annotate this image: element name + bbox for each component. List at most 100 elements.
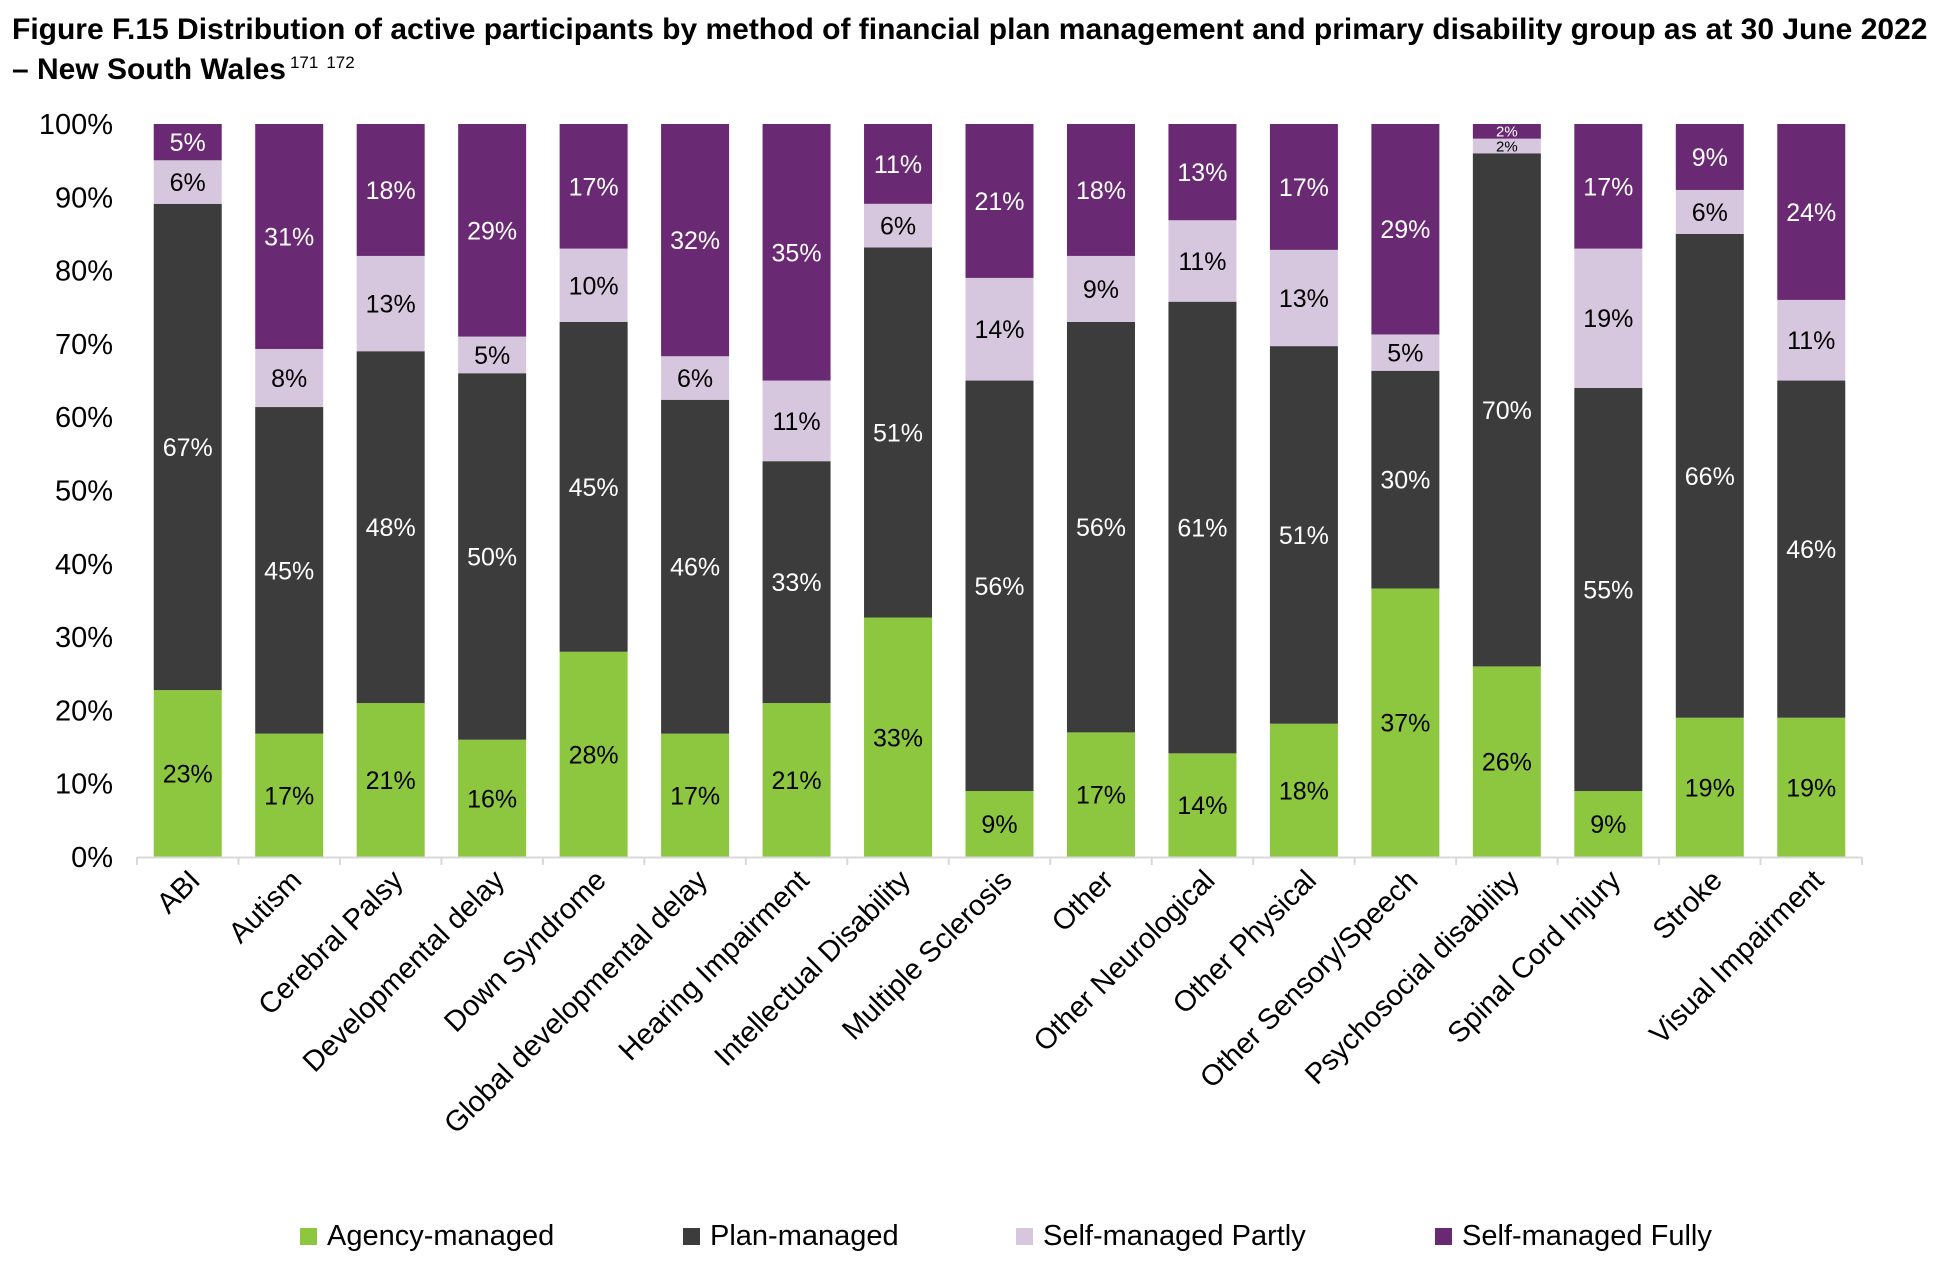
- y-tick-label: 0%: [71, 842, 113, 874]
- bar-segment-plan-managed: [661, 399, 730, 734]
- data-label-self-managed-partly: 8%: [271, 365, 307, 393]
- bar-segment-self-managed-fully: [356, 124, 425, 256]
- bar-segment-plan-managed: [965, 380, 1034, 792]
- data-label-self-managed-partly: 6%: [170, 169, 206, 197]
- bar-segment-plan-managed: [559, 321, 628, 652]
- y-tick-label: 10%: [55, 769, 113, 801]
- x-tick-label: Spinal Cord Injury: [1442, 864, 1628, 1050]
- bar-segment-self-managed-fully: [1371, 124, 1440, 335]
- bar-segment-plan-managed: [1066, 321, 1135, 733]
- data-label-plan-managed: 51%: [1279, 522, 1329, 550]
- data-label-self-managed-partly: 14%: [974, 316, 1024, 344]
- bar-segment-self-managed-fully: [1066, 124, 1135, 256]
- bar-segment-agency-managed: [153, 690, 222, 857]
- footnote-ref-1[interactable]: 171: [289, 53, 319, 72]
- x-tick-label: Stroke: [1647, 864, 1729, 946]
- data-label-self-managed-fully: 9%: [1692, 144, 1728, 172]
- bar-segment-self-managed-fully: [559, 124, 628, 249]
- bar-segment-self-managed-fully: [153, 124, 222, 161]
- data-label-agency-managed: 19%: [1685, 774, 1735, 802]
- x-tick-label: Hearing Impairment: [613, 864, 816, 1067]
- data-label-plan-managed: 55%: [1583, 576, 1633, 604]
- bar-segment-self-managed-partly: [762, 380, 831, 462]
- y-tick-label: 40%: [55, 549, 113, 581]
- bar-segment-plan-managed: [762, 461, 831, 704]
- data-label-agency-managed: 17%: [264, 782, 314, 810]
- bar-segment-self-managed-fully: [1777, 124, 1846, 300]
- data-label-agency-managed: 26%: [1482, 749, 1532, 777]
- x-tick-label: ABI: [151, 864, 207, 920]
- data-label-agency-managed: 21%: [772, 767, 822, 795]
- bar-segment-plan-managed: [356, 351, 425, 704]
- data-label-plan-managed: 45%: [264, 557, 314, 585]
- data-label-plan-managed: 50%: [467, 543, 517, 571]
- footnote-ref-2[interactable]: 172: [326, 53, 355, 72]
- bar-segment-plan-managed: [1371, 370, 1440, 589]
- bar-segment-self-managed-partly: [458, 336, 527, 374]
- bar-segment-self-managed-fully: [661, 124, 730, 357]
- bar-segment-plan-managed: [1168, 301, 1237, 754]
- x-tick-label: Developmental delay: [297, 864, 511, 1078]
- data-label-self-managed-partly: 10%: [569, 272, 619, 300]
- data-label-agency-managed: 14%: [1177, 792, 1227, 820]
- legend-label-self-managed-fully: Self-managed Fully: [1462, 1219, 1712, 1252]
- data-label-plan-managed: 46%: [670, 554, 720, 582]
- data-label-self-managed-fully: 17%: [1583, 173, 1633, 201]
- data-label-self-managed-fully: 17%: [1279, 174, 1329, 202]
- bar-segment-agency-managed: [762, 703, 831, 857]
- data-label-self-managed-fully: 18%: [366, 177, 416, 205]
- data-label-self-managed-partly: 6%: [1692, 199, 1728, 227]
- data-label-self-managed-fully: 35%: [772, 239, 822, 267]
- legend-swatch-self-managed-partly: [1016, 1227, 1033, 1245]
- bar-segment-self-managed-fully: [1675, 124, 1744, 190]
- data-label-self-managed-partly: 19%: [1583, 305, 1633, 333]
- data-label-agency-managed: 9%: [981, 811, 1017, 839]
- y-tick-label: 50%: [55, 476, 113, 508]
- y-tick-label: 20%: [55, 695, 113, 727]
- bar-segment-agency-managed: [458, 739, 527, 857]
- bar-segment-self-managed-partly: [356, 255, 425, 352]
- bar-segment-self-managed-fully: [864, 124, 933, 204]
- data-label-agency-managed: 9%: [1590, 811, 1626, 839]
- data-label-self-managed-partly: 13%: [1279, 285, 1329, 313]
- data-label-self-managed-partly: 11%: [1787, 327, 1835, 355]
- stacked-bar-chart: 0% 10% 20% 30% 40% 50% 60% 70% 80% 90% 100% 23% 67% 6…: [39, 109, 1863, 1140]
- bar-segment-self-managed-fully: [965, 124, 1034, 278]
- data-label-agency-managed: 16%: [467, 785, 517, 813]
- bar-segment-agency-managed: [1168, 753, 1237, 857]
- data-label-plan-managed: 51%: [873, 419, 923, 447]
- bar-segment-agency-managed: [1371, 588, 1440, 857]
- legend-item-plan-managed: Plan-managed: [683, 1216, 899, 1256]
- data-label-self-managed-partly: 13%: [366, 291, 416, 319]
- data-label-self-managed-partly: 5%: [1387, 340, 1423, 368]
- bar-segment-self-managed-fully: [1168, 124, 1237, 221]
- data-label-plan-managed: 46%: [1786, 536, 1836, 564]
- y-tick-label: 100%: [39, 109, 113, 141]
- legend-swatch-agency-managed: [300, 1227, 317, 1245]
- data-label-self-managed-partly: 6%: [880, 213, 916, 241]
- x-tick-label: Other: [1046, 864, 1120, 938]
- legend-swatch-plan-managed: [683, 1227, 700, 1245]
- bar-segment-agency-managed: [559, 651, 628, 857]
- bar-segment-self-managed-partly: [661, 356, 730, 400]
- data-label-self-managed-fully: 29%: [467, 217, 517, 245]
- y-tick-label: 90%: [55, 182, 113, 214]
- bar-segment-plan-managed: [1675, 233, 1744, 718]
- data-label-self-managed-fully: 13%: [1177, 159, 1227, 187]
- bar-segment-plan-managed: [458, 373, 527, 740]
- data-label-self-managed-partly: 11%: [772, 408, 820, 436]
- data-label-agency-managed: 23%: [163, 761, 213, 789]
- bar-segment-agency-managed: [255, 733, 324, 857]
- bar-segment-self-managed-partly: [1472, 138, 1541, 154]
- legend-item-self-managed-partly: Self-managed Partly: [1016, 1216, 1306, 1256]
- data-label-self-managed-fully: 32%: [670, 227, 720, 255]
- bar-segment-self-managed-fully: [1472, 124, 1541, 139]
- data-label-plan-managed: 45%: [569, 474, 619, 502]
- bar-segment-self-managed-partly: [255, 348, 324, 408]
- legend-swatch-self-managed-fully: [1435, 1227, 1452, 1245]
- data-label-self-managed-fully: 2%: [1496, 124, 1518, 141]
- bar-segment-agency-managed: [1066, 732, 1135, 857]
- bar-segment-agency-managed: [1269, 723, 1338, 857]
- bar-segment-self-managed-partly: [965, 277, 1034, 381]
- bar-segment-self-managed-partly: [559, 248, 628, 322]
